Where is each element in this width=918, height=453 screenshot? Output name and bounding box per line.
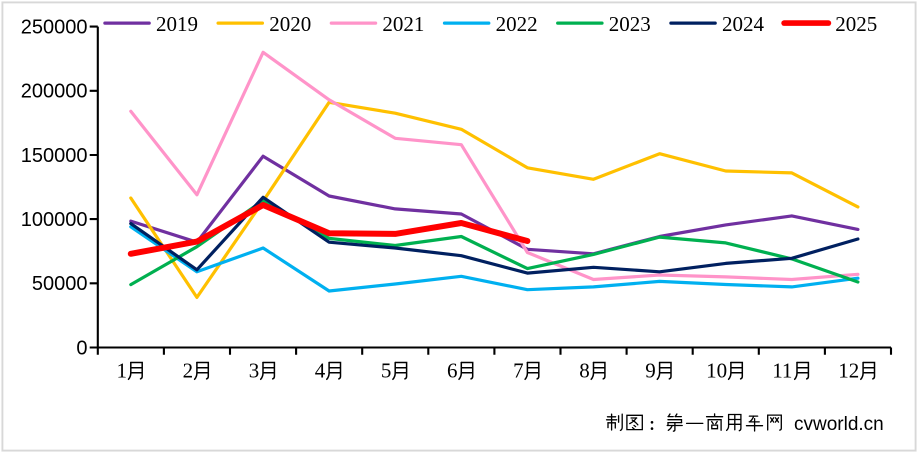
- svg-text:12: 12: [838, 359, 859, 383]
- svg-text:9: 9: [645, 359, 656, 383]
- svg-text:1: 1: [117, 359, 128, 383]
- svg-text:2025: 2025: [835, 12, 877, 36]
- svg-text:4: 4: [315, 359, 326, 383]
- svg-text:8: 8: [579, 359, 590, 383]
- svg-text:10: 10: [706, 359, 727, 383]
- svg-text:5: 5: [381, 359, 392, 383]
- svg-text:7: 7: [513, 359, 524, 383]
- svg-text:2: 2: [183, 359, 194, 383]
- svg-text:11: 11: [772, 359, 792, 383]
- svg-text:2024: 2024: [722, 12, 765, 36]
- svg-text:2022: 2022: [496, 12, 538, 36]
- svg-text:2020: 2020: [269, 12, 311, 36]
- svg-text:0: 0: [76, 337, 87, 359]
- svg-text:2023: 2023: [609, 12, 651, 36]
- svg-text:150000: 150000: [21, 145, 88, 167]
- svg-text:100000: 100000: [21, 209, 88, 231]
- svg-text:2019: 2019: [156, 12, 198, 36]
- svg-text:cvworld.cn: cvworld.cn: [794, 414, 884, 435]
- svg-text:6: 6: [447, 359, 458, 383]
- svg-text:2021: 2021: [382, 12, 424, 36]
- svg-text:3: 3: [249, 359, 260, 383]
- svg-text:200000: 200000: [21, 81, 88, 103]
- svg-text:50000: 50000: [32, 273, 88, 295]
- svg-text:250000: 250000: [21, 16, 88, 38]
